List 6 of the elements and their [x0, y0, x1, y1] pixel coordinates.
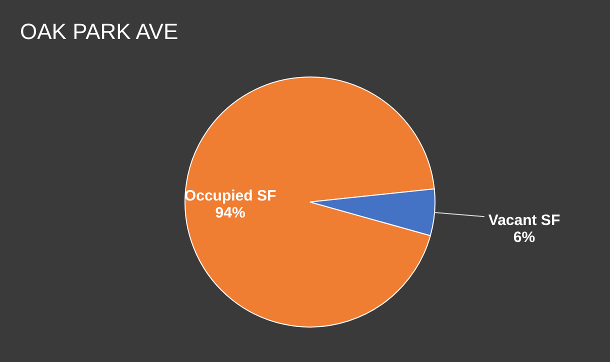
- chart-title: OAK PARK AVE: [20, 19, 178, 44]
- data-label: 94%: [215, 204, 246, 222]
- data-label: 6%: [513, 228, 536, 246]
- slice-label: Vacant SF: [488, 212, 560, 229]
- slice-label: Occupied SF: [184, 187, 276, 204]
- pie-slice: [184, 76, 435, 328]
